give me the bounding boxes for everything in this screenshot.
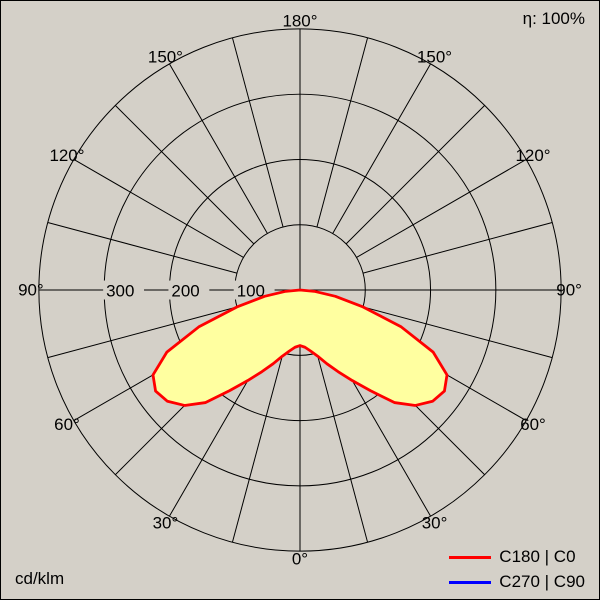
efficiency-label: η: 100% bbox=[522, 9, 585, 28]
angle-label: 120° bbox=[49, 146, 84, 165]
angle-label: 150° bbox=[148, 48, 183, 67]
angle-label: 180° bbox=[282, 11, 317, 30]
radial-tick-bg bbox=[168, 280, 210, 300]
grid-spoke bbox=[316, 37, 369, 228]
legend-item-c270-c90: C270 | C90 bbox=[449, 572, 585, 592]
legend-label-c270-c90: C270 | C90 bbox=[499, 572, 585, 591]
unit-label: cd/klm bbox=[15, 569, 65, 588]
angle-label: 30° bbox=[422, 514, 448, 533]
grid-spoke bbox=[169, 63, 268, 234]
radial-tick-label: 100 bbox=[237, 282, 265, 301]
legend-line-c270-c90 bbox=[449, 580, 492, 584]
angle-label: 90° bbox=[18, 281, 44, 300]
grid-spoke bbox=[231, 352, 284, 543]
angle-label: 120° bbox=[515, 146, 550, 165]
legend-label-c180-c0: C180 | C0 bbox=[499, 547, 576, 566]
intensity-curve bbox=[151, 288, 449, 407]
angle-label: 150° bbox=[417, 48, 452, 67]
angle-label: 30° bbox=[153, 514, 179, 533]
radial-tick-label: 300 bbox=[106, 282, 134, 301]
radial-tick-label: 200 bbox=[171, 282, 199, 301]
angle-label: 60° bbox=[520, 415, 546, 434]
legend-line-c180-c0 bbox=[449, 555, 492, 559]
grid-spoke bbox=[362, 221, 553, 274]
legend: C180 | C0 C270 | C90 bbox=[449, 547, 585, 592]
grid-spoke bbox=[345, 104, 486, 245]
angle-label: 60° bbox=[54, 415, 80, 434]
grid-spoke bbox=[362, 306, 553, 359]
radial-tick-bg bbox=[103, 280, 145, 300]
angle-label: 90° bbox=[556, 281, 582, 300]
grid-spoke bbox=[47, 306, 238, 359]
radial-tick-bg bbox=[233, 280, 275, 300]
grid-spoke bbox=[332, 63, 431, 234]
grid-spoke bbox=[73, 159, 244, 258]
grid-spoke bbox=[231, 37, 284, 228]
grid-spoke bbox=[356, 159, 527, 258]
angle-label: 0° bbox=[292, 550, 308, 569]
grid-spoke bbox=[47, 221, 238, 274]
legend-item-c180-c0: C180 | C0 bbox=[449, 547, 585, 567]
grid-spoke bbox=[114, 104, 255, 245]
grid-spoke bbox=[316, 352, 369, 543]
